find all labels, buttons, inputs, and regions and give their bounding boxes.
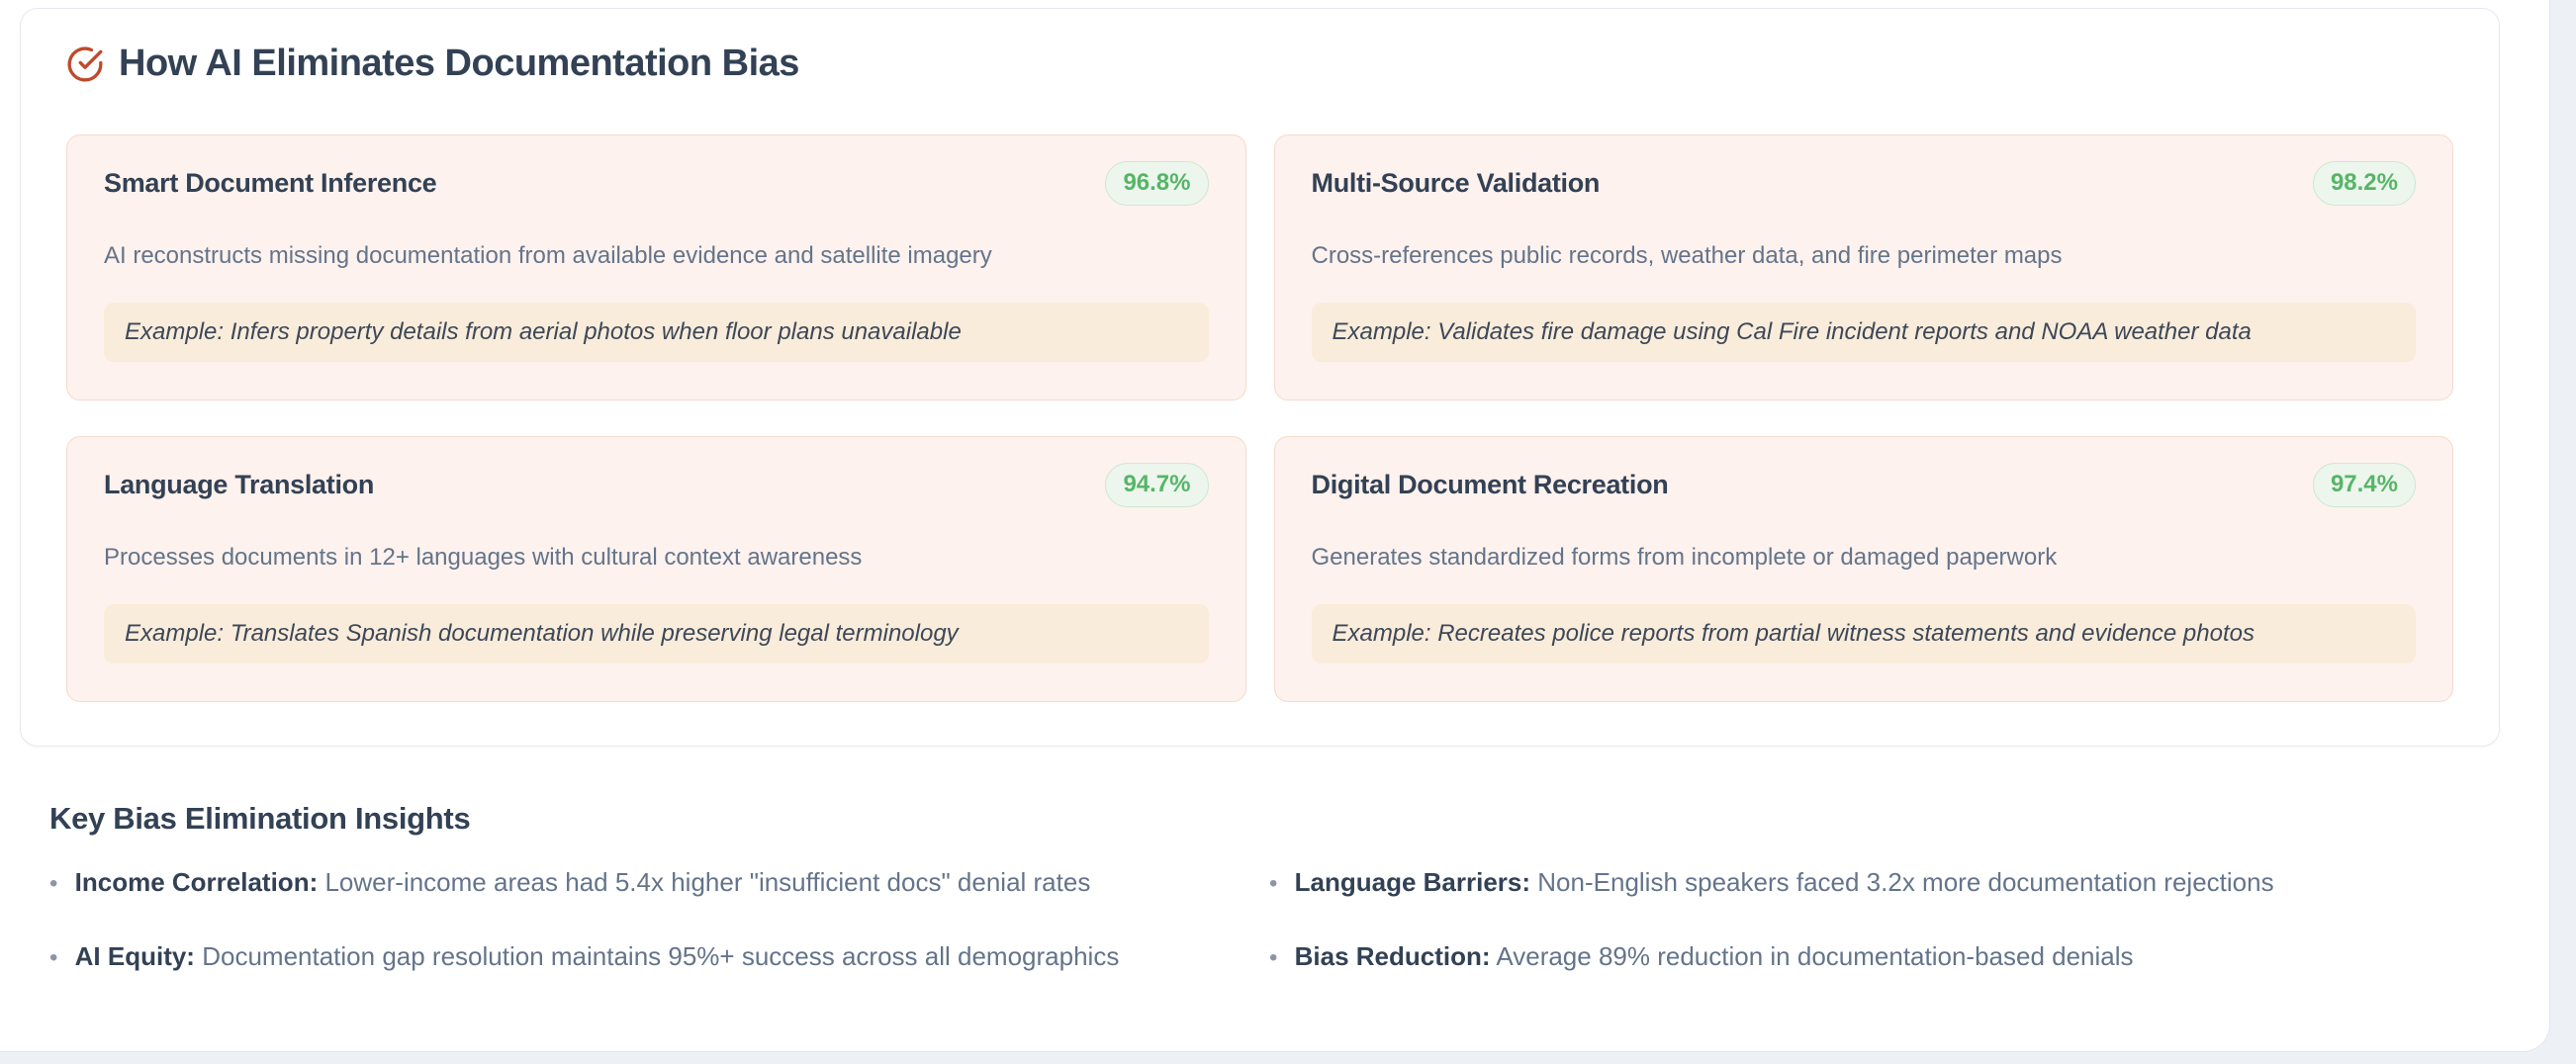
insight-label: Income Correlation: bbox=[74, 867, 319, 897]
feature-card-smart-document-inference: Smart Document Inference 96.8% AI recons… bbox=[66, 134, 1246, 400]
content-panel: How AI Eliminates Documentation Bias Sma… bbox=[0, 0, 2550, 1052]
feature-example: Example: Infers property details from ae… bbox=[104, 302, 1209, 362]
section-title: How AI Eliminates Documentation Bias bbox=[119, 43, 799, 84]
feature-card-language-translation: Language Translation 94.7% Processes doc… bbox=[66, 435, 1246, 702]
bullet-dot: • bbox=[1269, 944, 1278, 971]
insight-bias-reduction: • Bias Reduction: Average 89% reduction … bbox=[1269, 940, 2463, 973]
feature-card-header: Multi-Source Validation 98.2% bbox=[1311, 161, 2416, 206]
feature-card-multi-source-validation: Multi-Source Validation 98.2% Cross-refe… bbox=[1273, 134, 2453, 400]
insight-language-barriers: • Language Barriers: Non-English speaker… bbox=[1269, 866, 2463, 899]
accuracy-badge: 96.8% bbox=[1105, 161, 1209, 206]
feature-example: Example: Recreates police reports from p… bbox=[1311, 603, 2416, 664]
feature-description: Generates standardized forms from incomp… bbox=[1311, 543, 2058, 571]
feature-title: Smart Document Inference bbox=[104, 167, 437, 198]
feature-title: Multi-Source Validation bbox=[1311, 167, 1601, 198]
feature-description: Cross-references public records, weather… bbox=[1311, 241, 2063, 269]
insight-ai-equity: • AI Equity: Documentation gap resolutio… bbox=[49, 940, 1269, 973]
feature-description: Processes documents in 12+ languages wit… bbox=[104, 543, 863, 571]
insight-text: Average 89% reduction in documentation-b… bbox=[1496, 941, 2134, 971]
feature-description: AI reconstructs missing documentation fr… bbox=[104, 241, 992, 269]
feature-example: Example: Validates fire damage using Cal… bbox=[1311, 302, 2416, 362]
insight-income-correlation: • Income Correlation: Lower-income areas… bbox=[49, 866, 1269, 899]
insight-text: Non-English speakers faced 3.2x more doc… bbox=[1537, 867, 2274, 897]
insight-text: Documentation gap resolution maintains 9… bbox=[202, 941, 1120, 971]
check-circle-icon bbox=[67, 46, 103, 81]
bullet-dot: • bbox=[49, 870, 58, 897]
section-header: How AI Eliminates Documentation Bias bbox=[66, 43, 2453, 85]
ai-bias-section: How AI Eliminates Documentation Bias Sma… bbox=[20, 8, 2500, 747]
accuracy-badge: 98.2% bbox=[2312, 161, 2416, 206]
accuracy-badge: 97.4% bbox=[2312, 462, 2416, 507]
accuracy-badge: 94.7% bbox=[1105, 462, 1209, 507]
feature-cards-grid: Smart Document Inference 96.8% AI recons… bbox=[66, 134, 2453, 702]
insights-section: Key Bias Elimination Insights • Income C… bbox=[49, 801, 2463, 973]
feature-example: Example: Translates Spanish documentatio… bbox=[104, 603, 1209, 664]
insight-label: Language Barriers: bbox=[1294, 867, 1531, 897]
insight-label: AI Equity: bbox=[74, 941, 195, 971]
feature-card-header: Smart Document Inference 96.8% bbox=[104, 161, 1209, 206]
insight-text: Lower-income areas had 5.4x higher "insu… bbox=[324, 867, 1091, 897]
feature-card-header: Language Translation 94.7% bbox=[104, 462, 1209, 507]
insight-label: Bias Reduction: bbox=[1294, 941, 1491, 971]
feature-card-header: Digital Document Recreation 97.4% bbox=[1311, 462, 2416, 507]
bullet-dot: • bbox=[1269, 870, 1278, 897]
insights-grid: • Income Correlation: Lower-income areas… bbox=[49, 866, 2463, 973]
insights-title: Key Bias Elimination Insights bbox=[49, 801, 471, 836]
feature-title: Digital Document Recreation bbox=[1311, 469, 1669, 499]
feature-title: Language Translation bbox=[104, 469, 375, 499]
bullet-dot: • bbox=[49, 944, 58, 971]
feature-card-digital-document-recreation: Digital Document Recreation 97.4% Genera… bbox=[1273, 435, 2453, 702]
